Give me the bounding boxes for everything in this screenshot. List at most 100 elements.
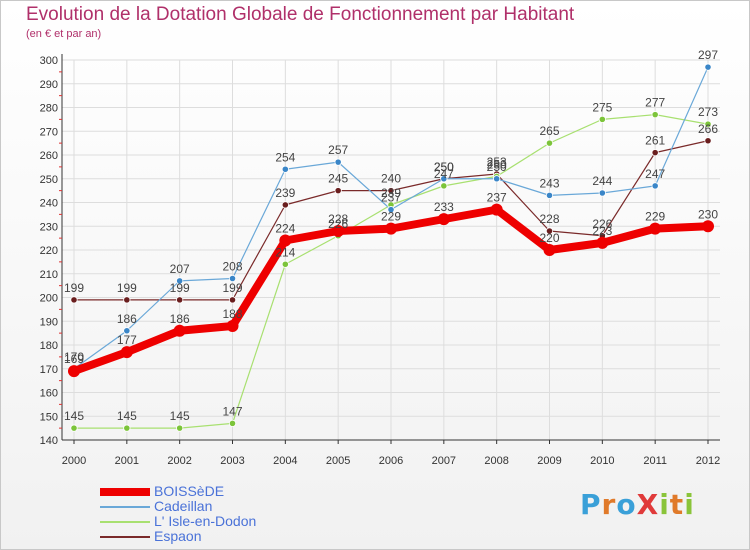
data-point bbox=[123, 327, 131, 335]
data-label: 239 bbox=[275, 186, 295, 200]
legend-swatch-boissede bbox=[100, 487, 150, 496]
data-point bbox=[281, 201, 289, 209]
data-point bbox=[545, 227, 554, 235]
x-tick-label: 2005 bbox=[326, 455, 350, 467]
logo-letter: r bbox=[601, 488, 617, 521]
data-point bbox=[598, 189, 606, 197]
legend-label-isle-en-dodon: L' Isle-en-Dodon bbox=[154, 513, 257, 529]
data-label: 199 bbox=[117, 281, 137, 295]
legend-swatch-cadeillan bbox=[100, 505, 150, 508]
data-point bbox=[226, 320, 239, 332]
data-label: 277 bbox=[645, 96, 665, 110]
y-tick-label: 280 bbox=[40, 103, 58, 115]
chart-title: Evolution de la Dotation Globale de Fonc… bbox=[26, 4, 575, 25]
data-label: 186 bbox=[117, 312, 137, 326]
y-tick-label: 230 bbox=[40, 221, 58, 233]
x-tick-label: 2007 bbox=[432, 455, 456, 467]
data-label: 250 bbox=[434, 160, 454, 174]
legend-label-espaon: Espaon bbox=[154, 528, 202, 544]
data-label: 240 bbox=[381, 172, 401, 186]
data-point bbox=[543, 244, 556, 256]
x-tick-label: 2009 bbox=[537, 455, 561, 467]
y-tick-label: 220 bbox=[40, 245, 58, 257]
y-tick-label: 210 bbox=[40, 269, 58, 281]
data-point bbox=[68, 365, 80, 378]
data-label: 199 bbox=[222, 281, 242, 295]
x-tick-label: 2012 bbox=[696, 455, 720, 467]
data-point bbox=[651, 149, 659, 157]
data-point bbox=[332, 225, 345, 237]
data-point bbox=[334, 158, 342, 166]
data-point bbox=[281, 165, 289, 173]
x-tick-label: 2010 bbox=[590, 455, 614, 467]
y-tick-label: 190 bbox=[40, 316, 58, 328]
data-label: 199 bbox=[170, 281, 190, 295]
x-tick-label: 2011 bbox=[643, 455, 667, 467]
data-label: 145 bbox=[117, 409, 137, 423]
data-point bbox=[651, 182, 659, 190]
data-point bbox=[440, 182, 448, 190]
logo-letter: o bbox=[616, 488, 637, 521]
data-point bbox=[385, 222, 397, 235]
legend-swatch-isle-en-dodon bbox=[100, 520, 150, 523]
data-label: 223 bbox=[592, 224, 612, 238]
data-point bbox=[281, 260, 289, 268]
y-tick-label: 260 bbox=[40, 150, 58, 162]
proxiti-logo: ProXiti bbox=[580, 488, 695, 521]
data-label: 257 bbox=[328, 143, 348, 157]
data-label: 220 bbox=[539, 231, 559, 245]
data-label: 275 bbox=[592, 100, 612, 114]
data-label: 170 bbox=[64, 350, 84, 364]
data-point bbox=[120, 346, 133, 359]
data-label: 229 bbox=[645, 210, 665, 224]
chart-subtitle: (en € et par an) bbox=[26, 28, 102, 40]
data-label: 250 bbox=[487, 157, 507, 171]
data-point bbox=[176, 277, 184, 285]
logo-letter: t bbox=[669, 488, 685, 521]
x-tick-label: 2001 bbox=[115, 455, 139, 467]
logo-letter: i bbox=[659, 488, 670, 521]
x-tick-label: 2006 bbox=[379, 455, 403, 467]
x-tick-label: 2003 bbox=[220, 455, 244, 467]
data-label: 199 bbox=[64, 281, 84, 295]
data-label: 243 bbox=[539, 176, 559, 190]
data-point bbox=[490, 203, 503, 216]
data-label: 250 bbox=[434, 160, 454, 174]
data-label: 169 bbox=[64, 352, 84, 366]
x-tick-label: 2000 bbox=[62, 455, 86, 467]
data-point bbox=[545, 139, 554, 147]
data-point bbox=[545, 191, 554, 199]
data-point bbox=[651, 111, 659, 119]
logo-letter: P bbox=[580, 488, 602, 521]
data-label: 239 bbox=[381, 186, 401, 200]
y-tick-label: 170 bbox=[40, 364, 58, 376]
data-point bbox=[279, 234, 292, 247]
data-label: 145 bbox=[170, 409, 190, 423]
legend-label-cadeillan: Cadeillan bbox=[154, 498, 213, 514]
logo-letter: X bbox=[636, 488, 660, 521]
data-point bbox=[440, 175, 448, 183]
data-label: 254 bbox=[275, 150, 295, 164]
data-label: 145 bbox=[64, 409, 84, 423]
data-label: 177 bbox=[117, 333, 137, 347]
data-point bbox=[387, 187, 395, 195]
data-point bbox=[437, 213, 450, 226]
data-point bbox=[123, 296, 131, 304]
data-label: 237 bbox=[381, 191, 401, 205]
logo-letter: i bbox=[684, 488, 695, 521]
data-label: 228 bbox=[328, 212, 348, 226]
x-tick-label: 2002 bbox=[167, 455, 191, 467]
data-label: 297 bbox=[698, 48, 718, 62]
x-tick-label: 2004 bbox=[273, 455, 297, 467]
data-point bbox=[702, 220, 714, 233]
data-label: 244 bbox=[592, 174, 612, 188]
data-label: 245 bbox=[328, 172, 348, 186]
data-point bbox=[493, 175, 501, 183]
data-point bbox=[334, 187, 342, 195]
data-label: 233 bbox=[434, 200, 454, 214]
y-tick-label: 140 bbox=[40, 435, 58, 447]
data-point bbox=[387, 206, 395, 214]
y-tick-label: 250 bbox=[40, 174, 58, 186]
data-label: 253 bbox=[487, 155, 507, 169]
